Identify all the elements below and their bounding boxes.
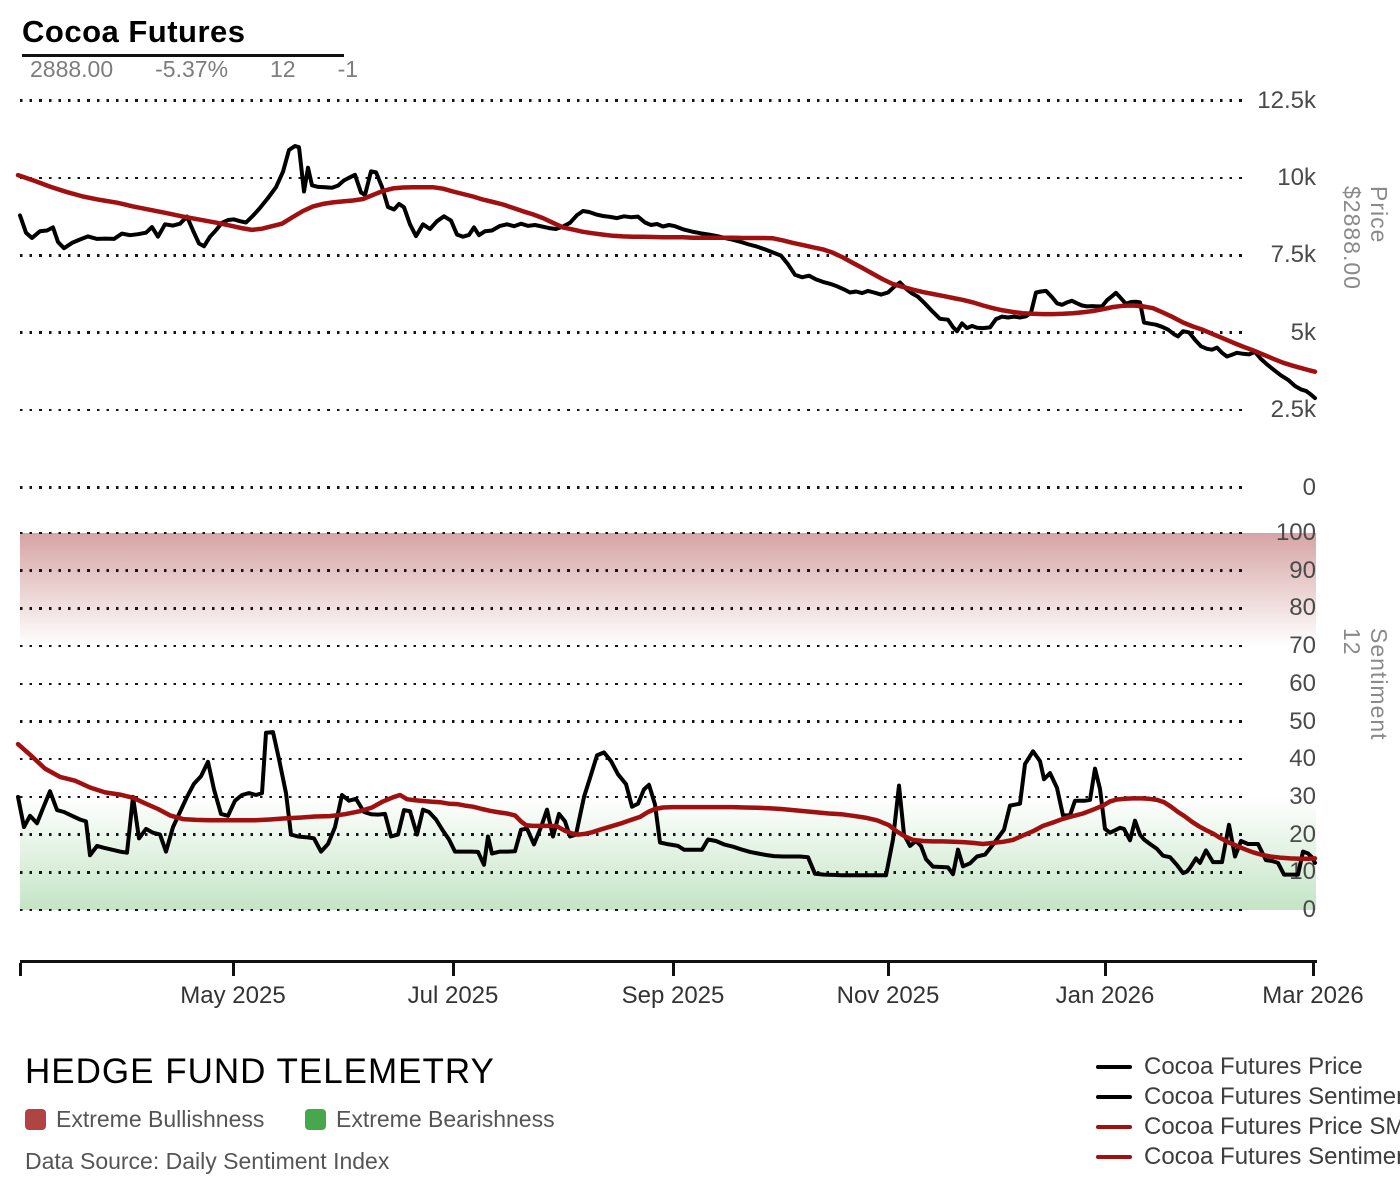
- change-percent-value: -5.37%: [155, 56, 229, 82]
- legend-item-price: Cocoa Futures Price: [1096, 1052, 1400, 1082]
- sentiment-tick-label: 40: [1289, 745, 1316, 773]
- gridline: [20, 531, 1248, 535]
- legend-item-sentiment: Cocoa Futures Sentiment: [1096, 1082, 1400, 1112]
- x-tick-label: Mar 2026: [1262, 982, 1364, 1009]
- x-tick-mark: [886, 963, 890, 976]
- quote-summary: 2888.00 -5.37% 12 -1: [30, 56, 358, 83]
- x-tick-label: Nov 2025: [836, 982, 940, 1009]
- page-title: Cocoa Futures: [22, 14, 246, 49]
- x-tick-mark: [451, 963, 455, 976]
- gridline: [20, 331, 1248, 334]
- last-price-value: 2888.00: [30, 56, 114, 82]
- x-tick-mark: [1103, 963, 1107, 976]
- x-tick-mark: [231, 963, 235, 976]
- price-line-swatch: [1096, 1065, 1132, 1069]
- price-tick-label: 0: [1302, 473, 1316, 501]
- brand-title: HEDGE FUND TELEMETRY: [25, 1052, 495, 1091]
- sentiment-tick-label: 100: [1275, 519, 1316, 546]
- sentiment-line-swatch: [1096, 1095, 1132, 1099]
- sentiment-axis-title: Sentiment 12: [1339, 628, 1392, 741]
- gridline: [20, 644, 1248, 648]
- sentiment-tick-label: 30: [1289, 782, 1316, 810]
- bullish-zone-label: Extreme Bullishness: [56, 1106, 265, 1132]
- price-tick-label: 12.5k: [1257, 86, 1316, 114]
- price-tick-label: 10k: [1277, 163, 1316, 191]
- sentiment-tick-label: 10: [1289, 858, 1316, 886]
- x-tick-mark: [671, 963, 675, 976]
- sentiment-tick-label: 0: [1302, 896, 1316, 923]
- legend-extreme-bullishness: Extreme Bullishness: [25, 1106, 264, 1133]
- sentiment-tick-label: 70: [1289, 632, 1316, 660]
- x-axis-line: [20, 960, 1317, 963]
- x-tick-mark: [1311, 963, 1315, 976]
- gridline: [20, 408, 1248, 412]
- sentiment-tick-label: 20: [1289, 820, 1316, 848]
- sentiment-band: [20, 796, 1316, 910]
- gridline: [20, 720, 1248, 723]
- price-axis-title: Price $2888.00: [1339, 186, 1392, 290]
- gridline: [20, 795, 1248, 799]
- price-tick-label: 7.5k: [1270, 241, 1316, 269]
- x-tick-mark: [18, 963, 22, 976]
- x-tick-label: Jan 2026: [1055, 982, 1155, 1009]
- legend-extreme-bearishness: Extreme Bearishness: [305, 1106, 555, 1133]
- data-source-note: Data Source: Daily Sentiment Index: [25, 1148, 390, 1174]
- sentiment-tick-label: 80: [1289, 594, 1316, 622]
- gridline: [20, 607, 1248, 610]
- price-sma-line-swatch: [1096, 1125, 1132, 1129]
- gridline: [20, 908, 1248, 912]
- gridline: [20, 833, 1248, 836]
- gridline: [20, 486, 1248, 489]
- legend-item-price-sma: Cocoa Futures Price SMA: [1096, 1112, 1400, 1142]
- series-legend: Cocoa Futures Price Cocoa Futures Sentim…: [1096, 1052, 1400, 1172]
- chart-header: Cocoa Futures: [22, 14, 344, 57]
- sentiment-tick-label: 50: [1289, 707, 1316, 735]
- x-tick-label: May 2025: [180, 982, 286, 1009]
- sentiment-change-value: -1: [337, 56, 359, 82]
- sentiment-value: 12: [270, 56, 296, 82]
- bearish-zone-swatch: [305, 1109, 326, 1130]
- gridline: [20, 569, 1248, 572]
- price-tick-label: 5k: [1290, 318, 1316, 346]
- price-tick-label: 2.5k: [1270, 396, 1316, 424]
- gridline: [20, 254, 1248, 257]
- sentiment-tick-label: 60: [1289, 669, 1316, 697]
- bearish-zone-label: Extreme Bearishness: [336, 1106, 555, 1132]
- gridline: [20, 99, 1248, 102]
- x-tick-label: Sep 2025: [621, 982, 725, 1009]
- gridline: [20, 176, 1248, 180]
- sentiment-band: [20, 533, 1316, 647]
- x-tick-label: Jul 2025: [407, 982, 499, 1009]
- gridline: [20, 682, 1248, 686]
- legend-item-sentiment-sma: Cocoa Futures Sentiment SMA: [1096, 1142, 1400, 1172]
- gridline: [20, 871, 1248, 874]
- sentiment-tick-label: 90: [1289, 556, 1316, 584]
- bullish-zone-swatch: [25, 1109, 46, 1130]
- gridline: [20, 757, 1248, 761]
- sentiment-sma-line-swatch: [1096, 1155, 1132, 1159]
